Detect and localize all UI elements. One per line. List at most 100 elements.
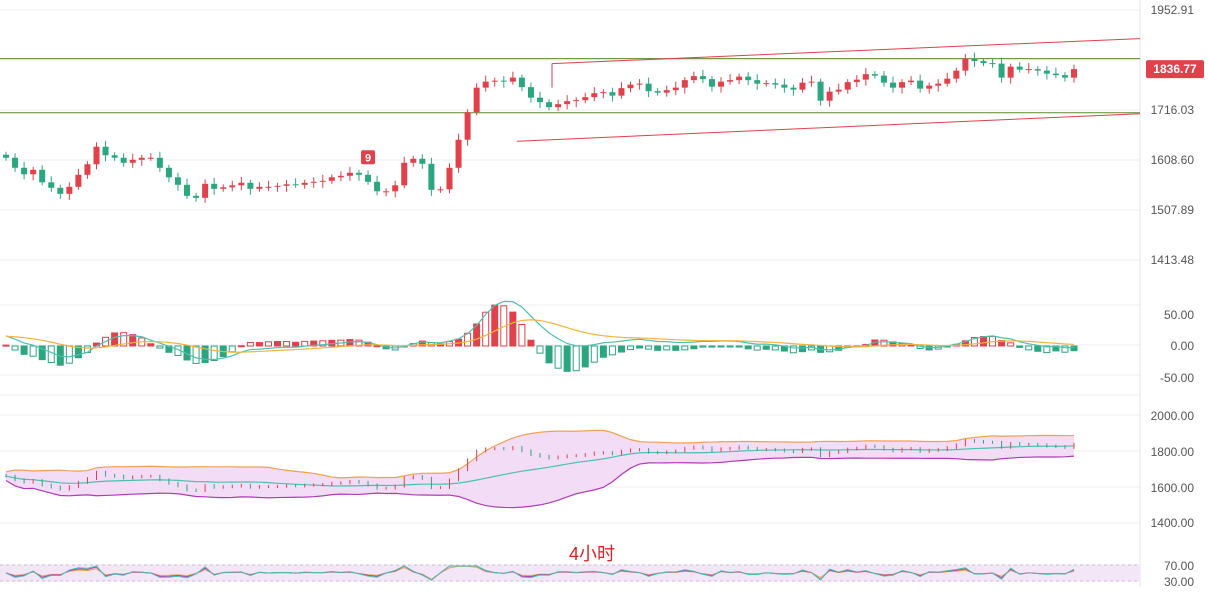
candle-body: [202, 183, 209, 198]
macd-bar: [210, 345, 218, 362]
macd-bar: [545, 345, 553, 364]
macd-bar: [192, 345, 200, 364]
macd-bar: [536, 345, 544, 354]
candle-body: [953, 70, 960, 79]
macd-bar: [473, 323, 481, 347]
macd-bar: [1043, 345, 1051, 354]
macd-bar: [1034, 345, 1042, 352]
candle-body: [989, 63, 996, 65]
candle-body: [401, 162, 408, 186]
macd-dif-line: [5, 300, 1075, 361]
candle-body: [699, 76, 706, 80]
candle-body: [365, 174, 372, 182]
macd-bar: [292, 341, 300, 347]
macd-bar: [708, 345, 716, 348]
candle-body: [111, 155, 118, 158]
candle-body: [690, 76, 697, 81]
candle-body: [1061, 75, 1068, 78]
macd-bar: [120, 332, 128, 347]
support-resistance-lines: [0, 58, 1140, 114]
macd-bar: [38, 345, 46, 361]
macd-bar: [246, 341, 254, 347]
candle-body: [546, 102, 553, 108]
macd-bar: [826, 345, 834, 353]
candle-body: [328, 177, 335, 181]
macd-bar: [744, 345, 752, 350]
candle-body: [147, 157, 154, 159]
candle-body: [908, 80, 915, 83]
candle-body: [781, 84, 788, 88]
candle-body: [853, 79, 860, 83]
candle-body: [337, 175, 344, 178]
macd-bar: [373, 345, 381, 348]
candle-body: [971, 58, 978, 62]
candle-body: [826, 91, 833, 101]
candle-body: [1025, 69, 1032, 71]
candle-body: [509, 77, 516, 82]
macd-bar: [789, 345, 797, 354]
macd-bar: [1007, 342, 1015, 347]
signal-marker-group: 9: [361, 150, 376, 165]
candle-body: [383, 191, 390, 193]
price-tick-label: 1507.89: [1151, 203, 1195, 217]
macd-bar: [482, 311, 490, 347]
macd-panel: [2, 300, 1078, 372]
candle-body: [636, 83, 643, 85]
candle-body: [174, 177, 181, 185]
channel-lower-line: [516, 113, 1141, 142]
candle-body: [817, 81, 824, 101]
candle-body: [754, 80, 761, 84]
candle-body: [129, 159, 136, 163]
candle-body: [727, 80, 734, 82]
bollinger-mid-line: [5, 445, 1075, 487]
candle-body: [582, 97, 589, 101]
candle-body: [30, 169, 37, 175]
macd-bar: [1025, 345, 1033, 351]
candle-body: [681, 80, 688, 88]
candle-body: [500, 80, 507, 82]
candle-body: [808, 81, 815, 83]
channel-upper-line: [551, 38, 1141, 65]
candle-body: [319, 180, 326, 182]
macd-bar: [753, 345, 761, 351]
candle-body: [926, 85, 933, 89]
candle-body: [871, 74, 878, 76]
macd-bar: [319, 340, 327, 347]
macd-bar: [798, 345, 806, 353]
last-price-value: 1836.77: [1153, 62, 1197, 76]
candle-body: [627, 84, 634, 89]
bollinger-lower-line: [5, 455, 1075, 509]
candle-body: [763, 83, 770, 85]
macd-bar: [735, 345, 743, 348]
candle-body: [473, 87, 480, 113]
macd-bar: [255, 342, 263, 347]
candle-body: [283, 184, 290, 186]
macd-bar: [717, 345, 725, 348]
candle-body: [1016, 66, 1023, 70]
candle-body: [482, 81, 489, 88]
bollinger-panel: [5, 429, 1075, 509]
candle-body: [600, 92, 607, 94]
candle-body: [39, 169, 46, 183]
macd-bar: [2, 344, 10, 347]
candle-body: [265, 186, 272, 188]
last-price-tag-group: 1836.77: [1146, 60, 1204, 79]
macd-bar: [726, 345, 734, 348]
candle-body: [184, 184, 191, 196]
candle-body: [464, 112, 471, 140]
macd-bar: [681, 345, 689, 351]
candle-body: [75, 174, 82, 187]
macd-bar: [627, 345, 635, 350]
candle-body: [745, 76, 752, 81]
macd-bar: [608, 345, 616, 356]
macd-bar: [699, 345, 707, 348]
candle-body: [93, 146, 100, 165]
macd-bar: [156, 345, 164, 349]
candle-body: [12, 157, 19, 168]
price-candles: [3, 52, 1077, 203]
macd-bar: [970, 337, 978, 347]
candle-body: [165, 167, 172, 178]
candle-body: [889, 82, 896, 88]
